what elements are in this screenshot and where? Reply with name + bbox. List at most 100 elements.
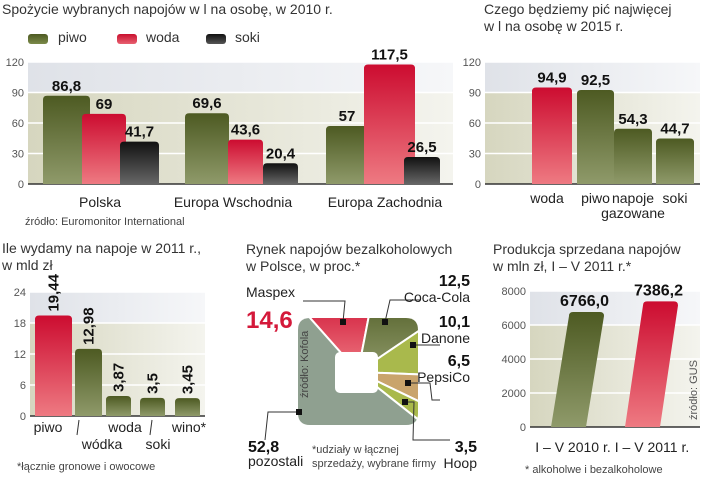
chart2-category-label: napoje: [612, 190, 654, 206]
chart1-ytick: 30: [12, 149, 24, 161]
chart4-name-danone: Danone: [421, 330, 470, 346]
chart5-ytick: 6000: [502, 320, 526, 332]
chart1-value-label: 57: [339, 108, 356, 125]
chart5-title: Produkcja sprzedana napojów: [493, 241, 681, 257]
chart5-source: źródło: GUS: [688, 360, 700, 420]
chart4-marker-maspex: [340, 319, 346, 325]
chart1-ytick: 120: [6, 57, 24, 69]
chart2-bar: [577, 89, 614, 184]
chart2-bar: [656, 138, 694, 184]
chart3-bar: [106, 396, 131, 416]
chart5-value-label: 7386,2: [634, 282, 683, 299]
chart2-bar: [532, 87, 572, 184]
chart4-marker-danone: [410, 342, 416, 348]
chart2-ytick: 30: [469, 149, 481, 161]
legend-soki: soki: [235, 29, 260, 45]
chart4-footnote-2: sprzedaży, wybrane firmy: [312, 458, 436, 470]
chart4-slice-coca-cola: [356, 318, 418, 375]
chart2-plot-bg-top: [485, 62, 700, 93]
legend-swatch-piwo: [28, 34, 48, 44]
chart1-bar-soki: [120, 141, 159, 184]
chart3-subtitle: w mld zł: [2, 257, 53, 273]
chart4-value-maspex: 14,6: [246, 307, 293, 334]
chart3-value-label: 19,44: [46, 273, 63, 311]
chart4-value-hoop: 3,5: [455, 439, 477, 456]
chart2-ytick: 90: [469, 88, 481, 100]
chart2-category-label: woda: [529, 190, 564, 206]
chart2-ytick: 0: [475, 179, 481, 191]
chart1-bar-woda: [364, 64, 415, 184]
chart4-leader-hoop: [407, 401, 450, 441]
chart4-center-hole: [335, 352, 378, 393]
chart3-ytick: 12: [14, 349, 26, 361]
chart5-category-label: I – V 2011 r.: [615, 439, 689, 455]
chart5-ytick: 2000: [502, 388, 526, 400]
chart1-value-label: 26,5: [407, 139, 436, 156]
chart2-ytick: 60: [469, 118, 481, 130]
chart2-ytick: 120: [463, 57, 481, 69]
chart1-category-label: Polska: [79, 194, 121, 210]
chart2-bar: [614, 128, 652, 184]
chart4-marker-pepsico: [405, 380, 411, 386]
chart1-bar-piwo: [43, 95, 90, 184]
legend-swatch-soki: [206, 34, 226, 44]
chart1-category-label: Europa Wschodnia: [174, 194, 293, 210]
chart3-ytick: 18: [14, 318, 26, 330]
chart3-category-label: piwo: [34, 419, 63, 435]
chart3-value-label: 3,5: [145, 373, 162, 394]
chart2-category-label: piwo: [581, 190, 610, 206]
chart3-footnote: *łącznie gronowe i owocowe: [17, 461, 156, 473]
chart3-ytick: 0: [20, 411, 26, 423]
chart5-bar: [551, 311, 604, 427]
chart4-name-maspex: Maspex: [246, 284, 295, 300]
chart2-value-label: 94,9: [537, 70, 566, 87]
chart4-value-pozostali: 52,8: [248, 439, 279, 456]
chart3-ytick: 24: [14, 287, 26, 299]
chart1-bar-piwo: [185, 113, 229, 184]
legend-woda: woda: [146, 29, 180, 45]
chart1-ytick: 0: [18, 179, 24, 191]
chart2-value-label: 54,3: [618, 111, 647, 128]
chart3-value-label: 3,87: [111, 363, 128, 392]
chart1-value-label: 69,6: [192, 95, 221, 112]
chart4-leader-pozostali: [264, 411, 299, 441]
chart1-bar-woda: [228, 139, 263, 184]
chart4-slice-danone: [354, 323, 418, 377]
chart2-category-label: soki: [663, 190, 688, 206]
chart1-value-label: 117,5: [371, 47, 408, 64]
chart3-title: Ile wydamy na napoje w 2011 r.,: [2, 240, 201, 256]
chart4-value-coca-cola: 12,5: [439, 273, 470, 290]
legend-piwo: piwo: [58, 29, 87, 45]
chart1-value-label: 20,4: [266, 145, 296, 162]
chart3-category-label: wódka: [81, 436, 123, 452]
chart4-marker-coca-cola: [382, 319, 388, 325]
chart1-value-label: 43,6: [231, 122, 260, 139]
chart1-bar-woda: [82, 113, 126, 184]
chart1-bar-soki: [404, 157, 440, 184]
chart5-value-label: 6766,0: [560, 293, 609, 310]
chart5-category-label: I – V 2010 r.: [535, 439, 611, 455]
chart4-footnote-1: *udziały w łącznej: [312, 444, 399, 456]
chart1-value-label: 86,8: [52, 78, 81, 95]
chart5-ytick: 8000: [502, 286, 526, 298]
chart4-leader-coca-cola: [384, 299, 420, 323]
chart3-ytick: 6: [20, 380, 26, 392]
chart4-value-pepsico: 6,5: [448, 353, 470, 370]
chart2-value-label: 92,5: [581, 72, 610, 89]
chart2-value-label: 44,7: [660, 121, 689, 138]
chart1-source: źródło: Euromonitor International: [25, 216, 185, 228]
chart4-leader-pepsico: [408, 382, 440, 401]
chart1-ytick: 90: [12, 88, 24, 100]
chart1-ytick: 60: [12, 118, 24, 130]
chart5-subtitle: w mln zł, I – V 2011 r.*: [493, 258, 632, 274]
chart2-category-label: gazowane: [601, 205, 665, 221]
chart1-value-label: 41,7: [125, 124, 154, 141]
chart4-marker-pozostali: [296, 409, 302, 415]
chart3-category-label: soki: [146, 436, 171, 452]
chart4-name-coca-cola: Coca-Cola: [404, 289, 470, 305]
chart3-category-label: woda: [107, 419, 142, 435]
chart4-marker-hoop: [402, 399, 408, 405]
chart4-name-pozostali: pozostali: [248, 453, 303, 469]
chart1-bar-piwo: [326, 126, 368, 184]
